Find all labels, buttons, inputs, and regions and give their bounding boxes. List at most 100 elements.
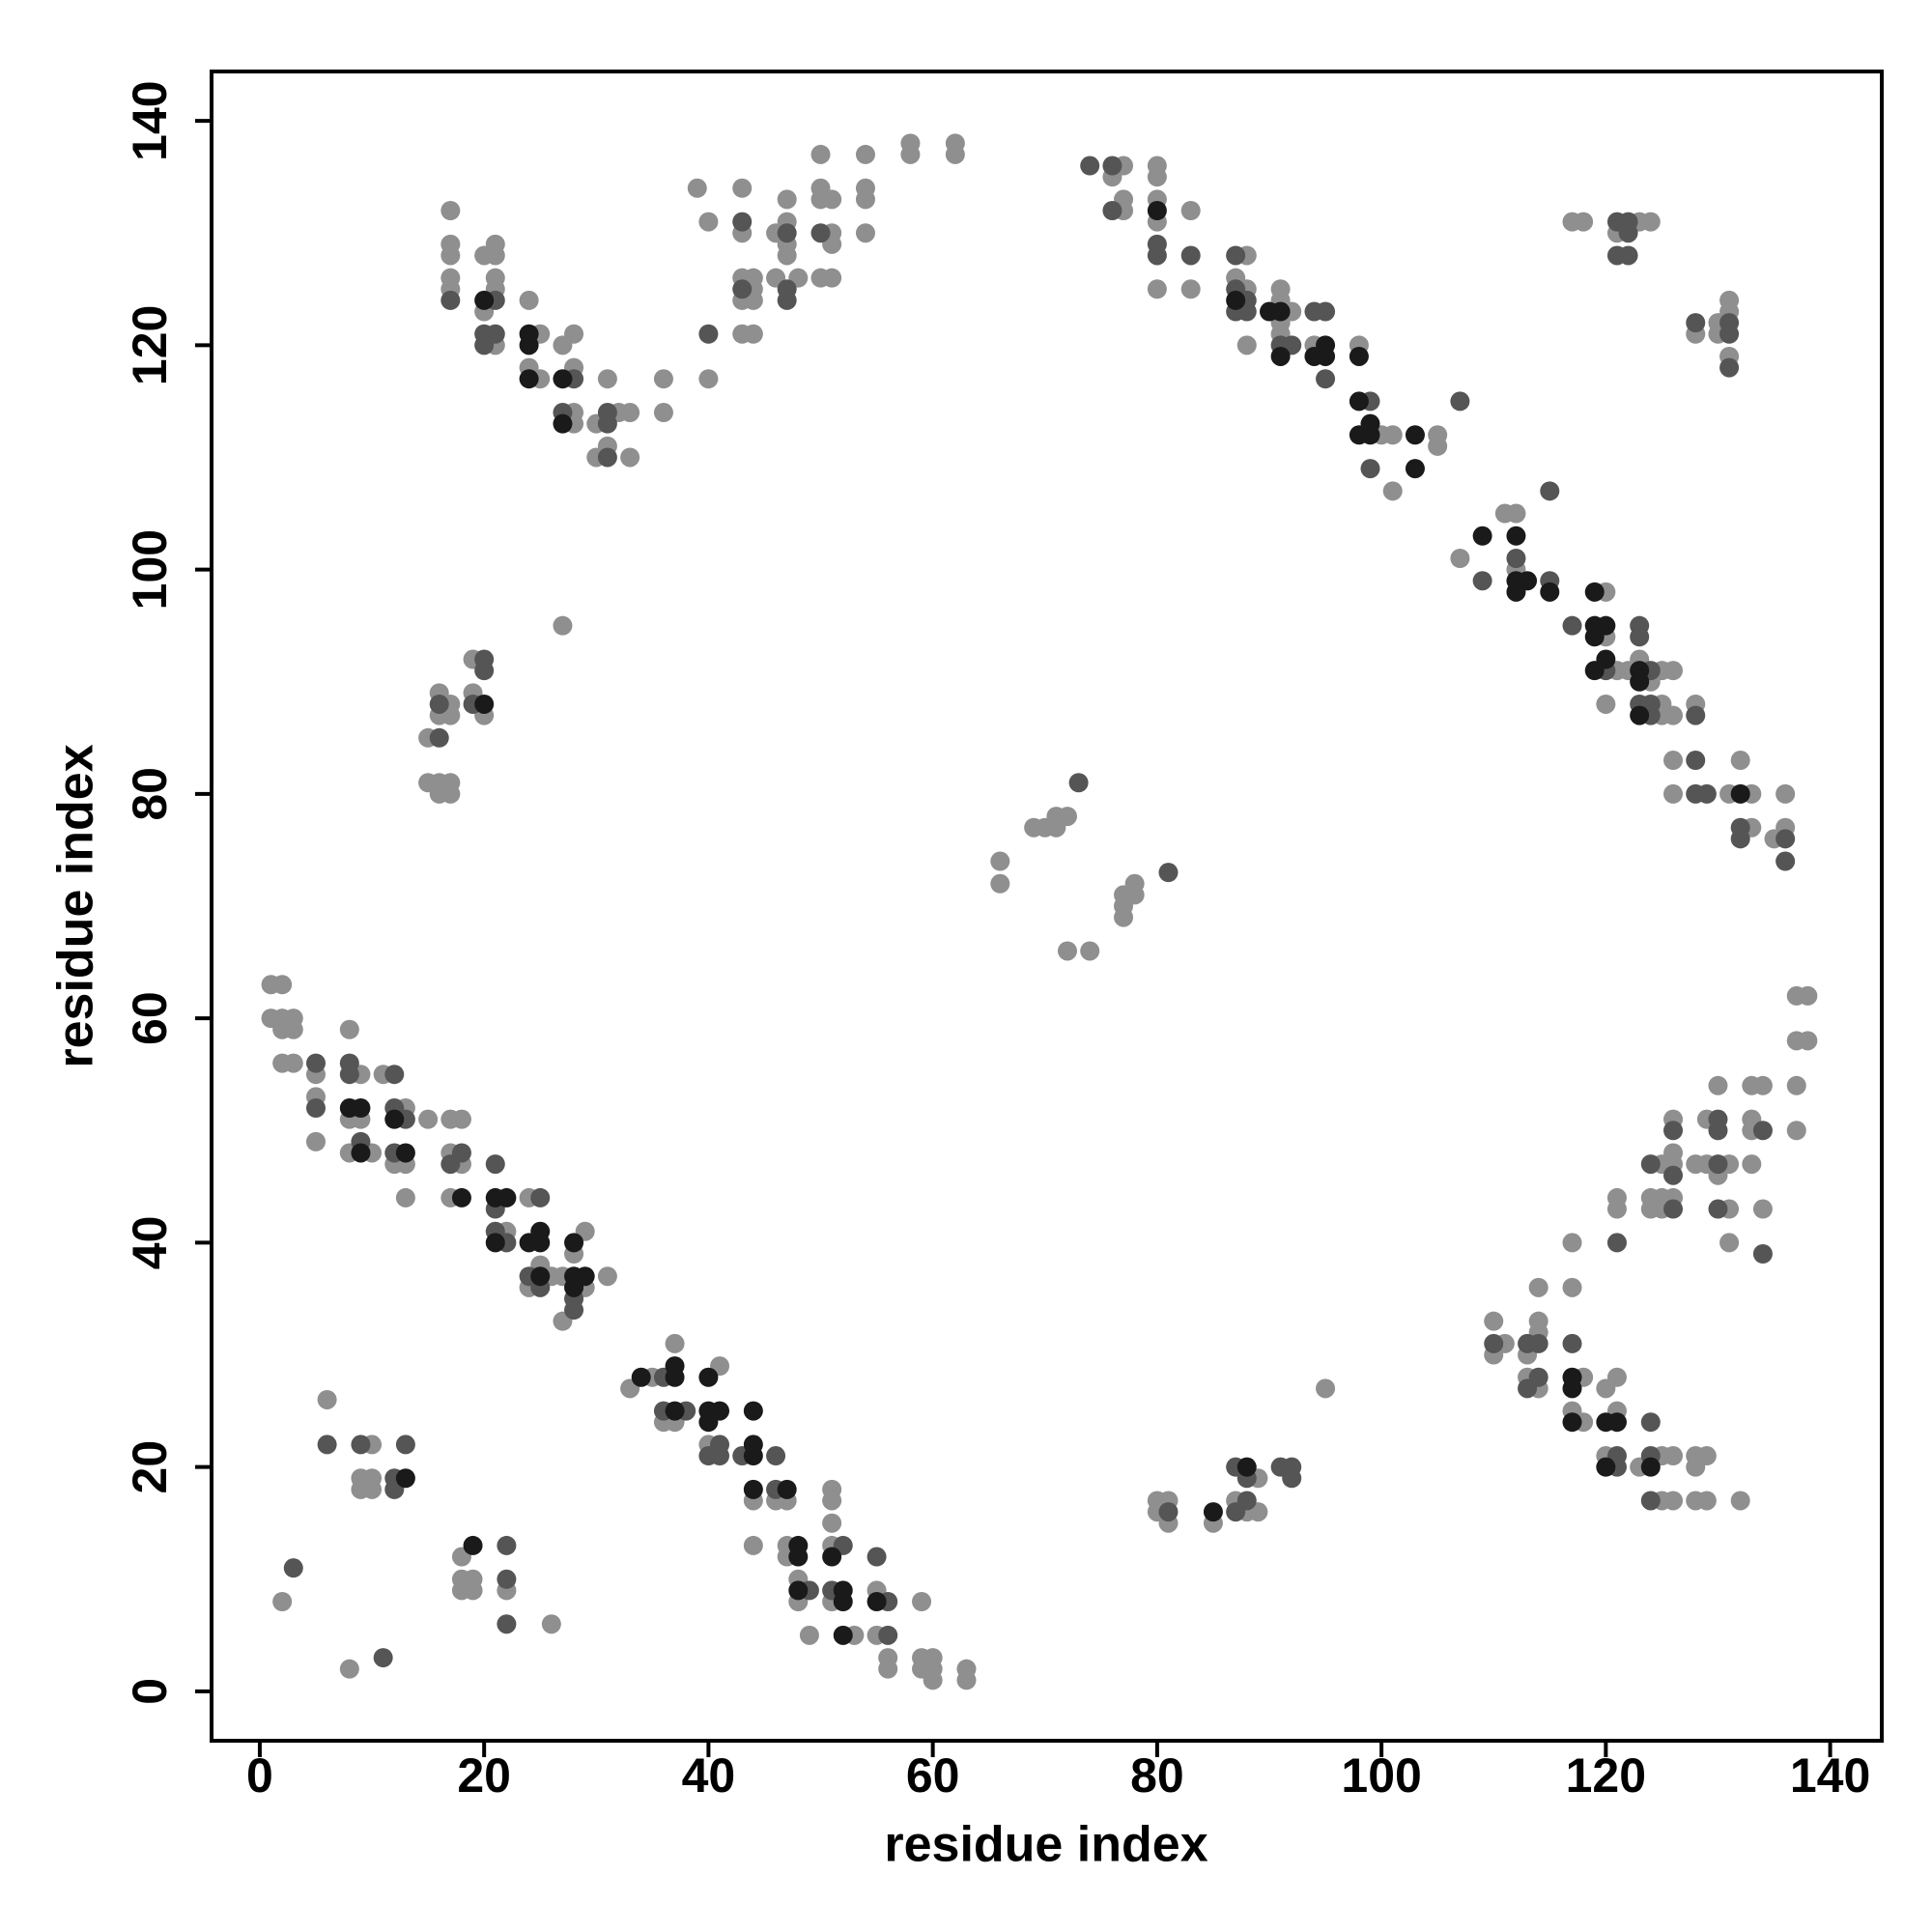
point: [822, 1491, 842, 1511]
point: [1730, 1491, 1750, 1511]
point: [1752, 1199, 1773, 1219]
point: [497, 1187, 517, 1208]
point: [833, 1625, 853, 1645]
point: [395, 1143, 415, 1163]
point: [1640, 212, 1661, 232]
point: [351, 1143, 371, 1163]
point: [867, 1547, 887, 1567]
point: [1663, 1121, 1684, 1141]
y-tick-label: 80: [123, 767, 177, 821]
point: [1663, 1446, 1684, 1466]
plot-frame: [210, 70, 1884, 1743]
point: [1696, 783, 1717, 804]
point: [743, 1535, 763, 1555]
point: [1562, 1233, 1582, 1253]
point: [317, 1389, 337, 1409]
point: [777, 1479, 797, 1499]
point: [687, 178, 707, 198]
point: [1686, 705, 1706, 725]
point: [1236, 1457, 1257, 1477]
point: [1506, 526, 1526, 546]
point: [1798, 985, 1818, 1006]
point: [485, 245, 505, 266]
point: [440, 783, 461, 804]
point: [1226, 1502, 1246, 1522]
point: [799, 1625, 819, 1645]
y-tick-label: 60: [123, 991, 177, 1045]
point: [1663, 1165, 1684, 1185]
point: [395, 1435, 415, 1455]
point: [485, 1233, 505, 1253]
point: [1528, 1277, 1548, 1297]
point: [541, 1614, 561, 1634]
point: [474, 290, 495, 310]
point: [777, 189, 797, 210]
point: [1562, 615, 1582, 636]
y-tick-label: 120: [123, 305, 177, 385]
point: [912, 1592, 932, 1611]
point: [855, 144, 875, 164]
point: [923, 1670, 943, 1690]
point: [833, 1592, 853, 1611]
point: [1640, 1457, 1661, 1477]
point: [474, 661, 495, 681]
point: [530, 1266, 551, 1287]
y-tick-label: 0: [123, 1678, 177, 1705]
point: [1472, 526, 1492, 546]
point: [1574, 212, 1594, 232]
point: [1596, 694, 1616, 714]
point: [395, 1187, 415, 1208]
point: [564, 324, 584, 344]
point: [1270, 346, 1291, 366]
point: [1663, 1491, 1684, 1511]
point: [1124, 873, 1145, 894]
point: [855, 223, 875, 243]
point: [474, 335, 495, 355]
point: [631, 1367, 651, 1387]
point: [1730, 829, 1750, 849]
point: [1282, 1468, 1302, 1489]
point: [1506, 503, 1526, 524]
point: [1147, 279, 1167, 299]
point: [1776, 851, 1796, 871]
x-tick-label: 40: [682, 1748, 736, 1803]
point: [1316, 301, 1336, 322]
point: [990, 873, 1010, 894]
point: [1102, 156, 1122, 176]
point: [1405, 459, 1425, 479]
point: [440, 245, 461, 266]
point: [698, 369, 719, 389]
point: [1080, 156, 1100, 176]
point: [1158, 863, 1179, 883]
point: [878, 1659, 898, 1679]
point: [351, 1098, 371, 1119]
point: [351, 1435, 371, 1455]
point: [429, 727, 449, 748]
point: [362, 1479, 383, 1499]
point: [1180, 201, 1201, 220]
point: [766, 1446, 786, 1466]
point: [497, 1535, 517, 1555]
point: [1630, 671, 1650, 692]
point: [1686, 751, 1706, 771]
point: [743, 1479, 763, 1499]
point: [497, 1614, 517, 1634]
point: [1606, 1367, 1627, 1387]
point: [788, 1580, 809, 1601]
point: [1776, 783, 1796, 804]
point: [1596, 649, 1616, 669]
point: [710, 1435, 730, 1455]
point: [1382, 425, 1403, 445]
point: [1316, 1378, 1336, 1399]
point: [384, 1065, 405, 1085]
point: [1226, 290, 1246, 310]
point: [1540, 481, 1560, 501]
point: [1640, 1154, 1661, 1175]
point: [1686, 313, 1706, 333]
y-axis-title: residue index: [48, 744, 104, 1067]
point: [1618, 245, 1638, 266]
point: [440, 1154, 461, 1175]
point: [1742, 1154, 1762, 1175]
point: [1203, 1502, 1223, 1522]
